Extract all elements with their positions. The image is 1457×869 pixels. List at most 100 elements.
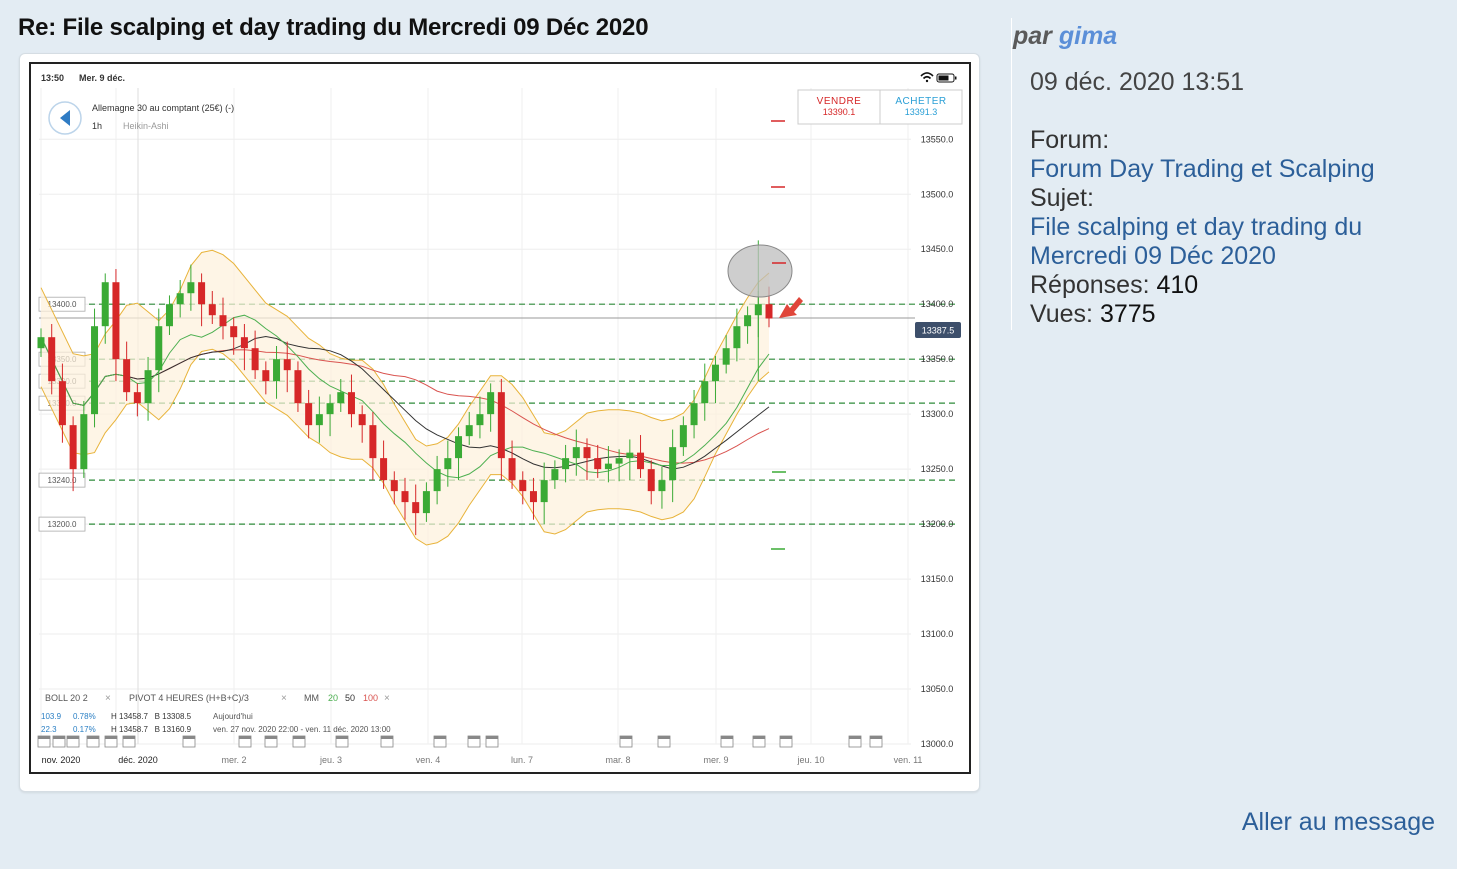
candle-body bbox=[187, 282, 195, 294]
sell-button[interactable]: VENDRE 13390.1 bbox=[797, 89, 881, 125]
pivot-remove-icon: × bbox=[281, 693, 287, 704]
buy-button[interactable]: ACHETER 13391.3 bbox=[879, 89, 963, 125]
stat-row1-highlow: H 13458.7 B 13308.5 bbox=[111, 712, 192, 721]
stat-row1-period: Aujourd'hui bbox=[213, 712, 253, 721]
event-calendar-icon bbox=[720, 735, 734, 748]
x-tick-label: jeu. 3 bbox=[319, 755, 342, 765]
pivot-indicator: PIVOT 4 HEURES (H+B+C)/3 bbox=[129, 693, 249, 703]
event-calendar-icon bbox=[182, 735, 196, 748]
candle-body bbox=[744, 315, 752, 327]
event-calendar-icon bbox=[619, 735, 633, 748]
candle-body bbox=[422, 491, 430, 514]
y-tick-label: 13000.0 bbox=[921, 739, 954, 749]
candle-body bbox=[369, 425, 377, 459]
column-divider bbox=[1011, 18, 1012, 330]
event-calendar-icon bbox=[86, 735, 100, 748]
candle-body bbox=[48, 337, 56, 382]
candle-body bbox=[347, 392, 355, 415]
subject-link[interactable]: File scalping et day trading du Mercredi… bbox=[1030, 213, 1363, 270]
buy-label: ACHETER bbox=[895, 96, 946, 107]
trading-app-screenshot: 13400.013350.013330.013310.013240.013200… bbox=[29, 62, 971, 774]
candle-body bbox=[519, 480, 527, 492]
candle-body bbox=[497, 392, 505, 459]
y-tick-label: 13350.0 bbox=[921, 354, 954, 364]
status-time: 13:50 bbox=[41, 73, 64, 83]
forum-label: Forum: bbox=[1030, 126, 1110, 154]
candle-body bbox=[572, 447, 580, 459]
event-calendar-icon bbox=[467, 735, 481, 748]
y-tick-label: 13050.0 bbox=[921, 684, 954, 694]
views-row: Vues: 3775 bbox=[1030, 300, 1430, 329]
post-meta: par gima 09 déc. 2020 13:51 Forum: Forum… bbox=[1013, 22, 1433, 328]
candle-body bbox=[358, 414, 366, 426]
mm50-line bbox=[40, 335, 770, 470]
candle-body bbox=[412, 502, 420, 514]
candle-body bbox=[444, 458, 452, 470]
x-tick-label: ven. 11 bbox=[894, 755, 923, 765]
replies-count: 410 bbox=[1156, 271, 1199, 299]
forum-link[interactable]: Forum Day Trading et Scalping bbox=[1030, 155, 1375, 183]
event-calendar-icon bbox=[104, 735, 118, 748]
candle-body bbox=[144, 370, 152, 404]
candle-body bbox=[679, 425, 687, 448]
candle-body bbox=[669, 447, 677, 481]
y-tick-label: 13450.0 bbox=[921, 244, 954, 254]
y-tick-label: 13300.0 bbox=[921, 409, 954, 419]
mm50-value: 50 bbox=[345, 693, 355, 703]
boll-indicator: BOLL 20 2 bbox=[45, 693, 88, 703]
candle-body bbox=[176, 293, 184, 305]
pivot-level-label: 13240.0 bbox=[48, 476, 77, 485]
event-calendar-icon bbox=[335, 735, 349, 748]
chart-attachment[interactable]: 13400.013350.013330.013310.013240.013200… bbox=[19, 53, 980, 792]
event-calendar-icon bbox=[869, 735, 883, 748]
stat-row2-highlow: H 13458.7 B 13160.9 bbox=[111, 725, 192, 734]
candle-body bbox=[155, 326, 163, 371]
post-info: Forum: Forum Day Trading et Scalping Suj… bbox=[1030, 126, 1430, 329]
y-tick-label: 13400.0 bbox=[921, 299, 954, 309]
indicator-legend: BOLL 20 2 × PIVOT 4 HEURES (H+B+C)/3 × M… bbox=[41, 693, 391, 734]
candle-body bbox=[615, 458, 623, 464]
pivot-level-label: 13200.0 bbox=[48, 520, 77, 529]
event-calendar-icon bbox=[848, 735, 862, 748]
candle-body bbox=[583, 447, 591, 459]
candle-body bbox=[219, 315, 227, 327]
candle-body bbox=[112, 282, 120, 360]
x-tick-label: mar. 8 bbox=[605, 755, 630, 765]
author-link[interactable]: gima bbox=[1058, 22, 1118, 50]
instrument-name: Allemagne 30 au comptant (25€) (-) bbox=[92, 103, 234, 113]
candle-body bbox=[133, 392, 141, 404]
by-label: par bbox=[1013, 22, 1052, 50]
candle-body bbox=[380, 458, 388, 481]
current-price-tag: 13387.5 bbox=[915, 322, 961, 338]
boll-remove-icon: × bbox=[105, 693, 111, 704]
mm-remove-icon: × bbox=[384, 693, 390, 704]
event-calendar-icon bbox=[238, 735, 252, 748]
candle-body bbox=[198, 282, 206, 305]
stat-row2-pct: 0.17% bbox=[73, 725, 96, 734]
candle-body bbox=[465, 425, 473, 437]
y-tick-label: 13200.0 bbox=[921, 519, 954, 529]
chart-style-label: Heikin-Ashi bbox=[123, 121, 169, 131]
bollinger-lower bbox=[40, 348, 770, 546]
candle-body bbox=[529, 491, 537, 503]
candle-body bbox=[540, 480, 548, 503]
views-count: 3775 bbox=[1099, 300, 1156, 328]
candle-body bbox=[208, 304, 216, 316]
mm20-line bbox=[40, 314, 770, 479]
candle-body bbox=[283, 359, 291, 371]
candle-body bbox=[733, 326, 741, 349]
candle-body bbox=[401, 491, 409, 503]
y-tick-label: 13150.0 bbox=[921, 574, 954, 584]
goto-message-link[interactable]: Aller au message bbox=[1241, 808, 1435, 836]
stat-row1-pct: 0.78% bbox=[73, 712, 96, 721]
price-chart: 13400.013350.013330.013310.013240.013200… bbox=[37, 72, 963, 765]
back-button[interactable] bbox=[48, 101, 82, 135]
y-tick-label: 13100.0 bbox=[921, 629, 954, 639]
sell-price: 13390.1 bbox=[823, 107, 856, 117]
candle-body bbox=[337, 392, 345, 404]
candle-body bbox=[722, 348, 730, 365]
y-tick-label: 13550.0 bbox=[921, 134, 954, 144]
status-date: Mer. 9 déc. bbox=[79, 73, 125, 83]
candle-body bbox=[604, 463, 612, 470]
back-arrow-icon bbox=[60, 110, 70, 126]
